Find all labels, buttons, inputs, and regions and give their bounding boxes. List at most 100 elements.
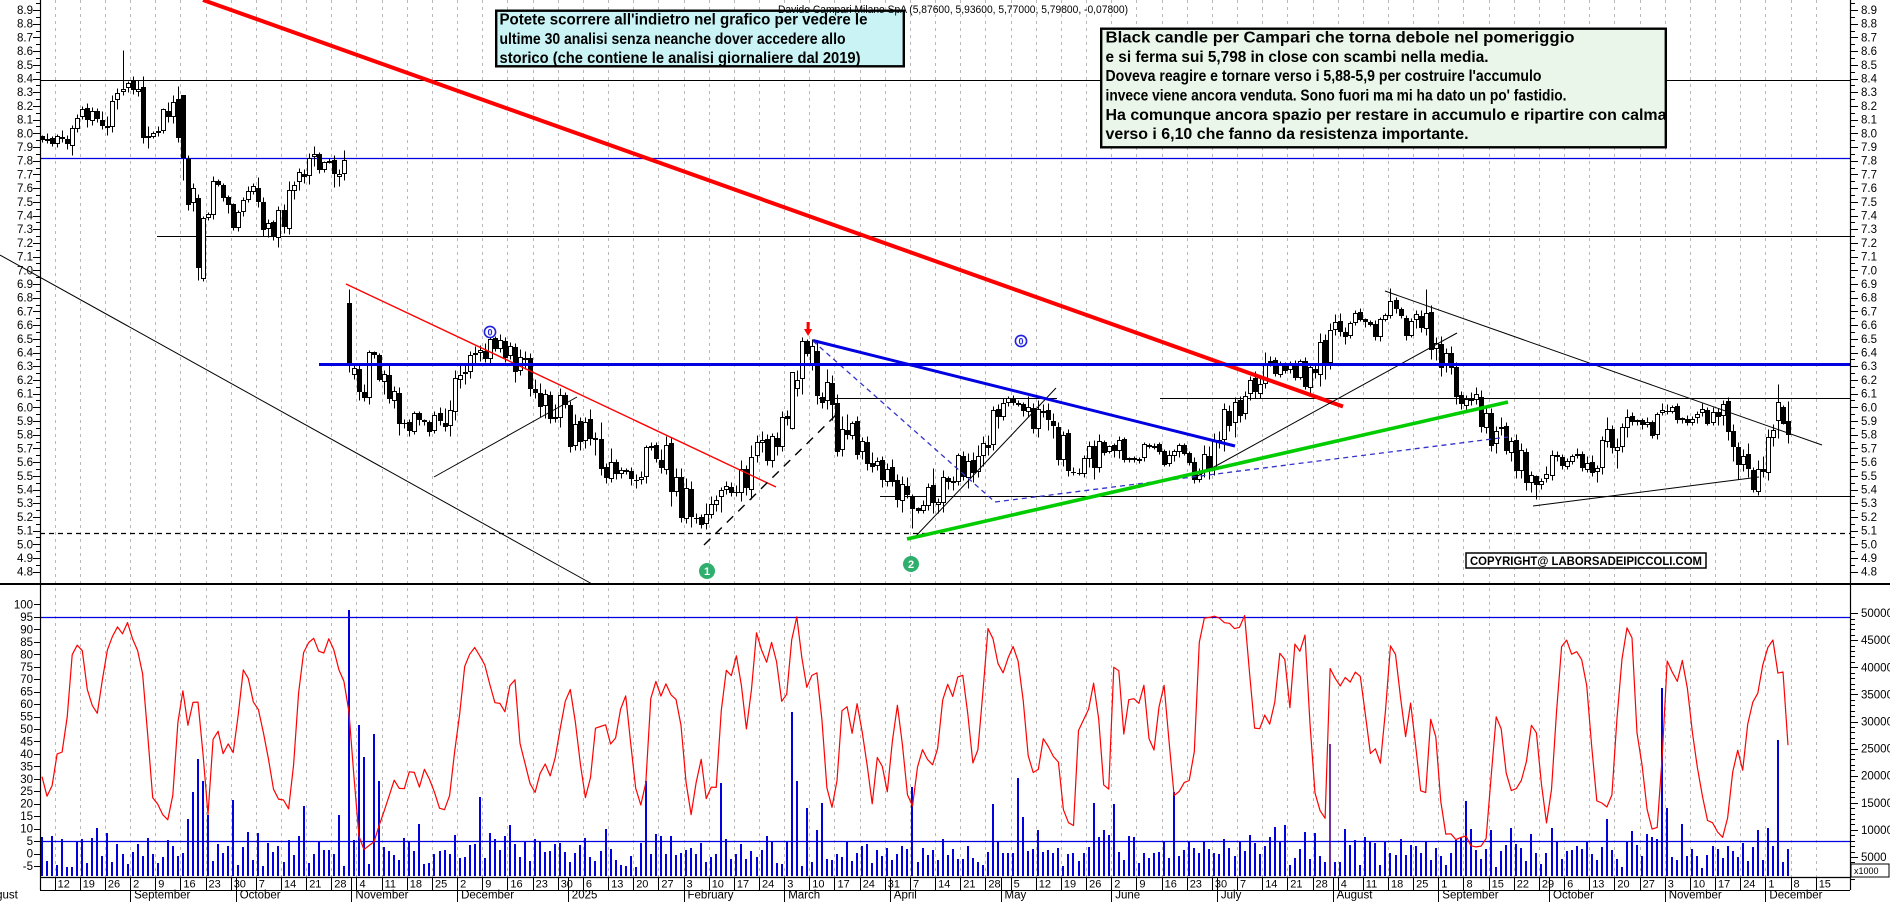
svg-text:6.7: 6.7 xyxy=(17,306,33,318)
svg-text:7.1: 7.1 xyxy=(17,252,33,264)
svg-text:7.2: 7.2 xyxy=(17,238,33,250)
svg-text:12: 12 xyxy=(58,879,70,891)
svg-text:19: 19 xyxy=(83,879,95,891)
svg-text:8.3: 8.3 xyxy=(17,87,33,99)
svg-text:7.3: 7.3 xyxy=(17,224,33,236)
svg-text:8: 8 xyxy=(1794,879,1800,891)
svg-text:7.8: 7.8 xyxy=(17,156,33,168)
svg-text:14: 14 xyxy=(1265,879,1277,891)
svg-text:15000: 15000 xyxy=(1861,798,1890,810)
svg-text:25000: 25000 xyxy=(1861,744,1890,756)
svg-text:8.1: 8.1 xyxy=(1861,115,1877,127)
svg-text:September: September xyxy=(1442,890,1498,902)
svg-text:24: 24 xyxy=(762,879,774,891)
svg-text:5.7: 5.7 xyxy=(17,443,33,455)
svg-text:x1000: x1000 xyxy=(1854,866,1879,876)
svg-text:7.7: 7.7 xyxy=(17,169,33,181)
svg-text:22: 22 xyxy=(1517,879,1529,891)
svg-text:45: 45 xyxy=(20,737,33,749)
svg-text:35000: 35000 xyxy=(1861,689,1890,701)
svg-text:5.0: 5.0 xyxy=(17,539,33,551)
svg-text:5.5: 5.5 xyxy=(1861,471,1877,483)
svg-text:9: 9 xyxy=(158,879,164,891)
svg-text:7.0: 7.0 xyxy=(17,265,33,277)
svg-text:8.4: 8.4 xyxy=(1861,74,1878,86)
svg-text:2: 2 xyxy=(908,559,914,571)
svg-text:26: 26 xyxy=(1089,879,1101,891)
svg-text:storico (che contiene le anali: storico (che contiene le analisi giornal… xyxy=(500,50,861,67)
svg-text:6.0: 6.0 xyxy=(1861,402,1877,414)
svg-text:8.5: 8.5 xyxy=(17,60,33,72)
svg-text:7: 7 xyxy=(913,879,919,891)
svg-text:0: 0 xyxy=(1018,337,1023,347)
svg-text:4.9: 4.9 xyxy=(1861,553,1877,565)
svg-text:February: February xyxy=(688,890,734,902)
svg-text:June: June xyxy=(1115,890,1140,902)
svg-text:15: 15 xyxy=(1492,879,1504,891)
svg-text:4: 4 xyxy=(360,879,366,891)
svg-text:invece viene ancora venduta. S: invece viene ancora venduta. Sono fuori … xyxy=(1106,88,1567,105)
svg-text:29: 29 xyxy=(1542,879,1554,891)
svg-text:20: 20 xyxy=(636,879,648,891)
svg-text:7.4: 7.4 xyxy=(1861,211,1878,223)
svg-text:75: 75 xyxy=(20,662,33,674)
svg-text:5.4: 5.4 xyxy=(1861,485,1878,497)
svg-text:4: 4 xyxy=(1341,879,1347,891)
svg-text:9: 9 xyxy=(1139,879,1145,891)
svg-text:4.8: 4.8 xyxy=(1861,567,1877,579)
svg-text:5.8: 5.8 xyxy=(1861,430,1877,442)
svg-text:8.5: 8.5 xyxy=(1861,60,1877,72)
svg-text:13: 13 xyxy=(1592,879,1604,891)
svg-text:5: 5 xyxy=(27,836,33,848)
svg-text:95: 95 xyxy=(20,612,33,624)
svg-text:16: 16 xyxy=(1165,879,1177,891)
svg-text:8.0: 8.0 xyxy=(1861,128,1877,140)
svg-text:1: 1 xyxy=(704,566,710,578)
svg-text:8.7: 8.7 xyxy=(17,32,33,44)
svg-text:17: 17 xyxy=(838,879,850,891)
svg-text:20: 20 xyxy=(20,799,33,811)
svg-text:14: 14 xyxy=(284,879,296,891)
svg-text:7.7: 7.7 xyxy=(1861,169,1877,181)
svg-text:21: 21 xyxy=(963,879,975,891)
svg-text:90: 90 xyxy=(20,624,33,636)
svg-text:80: 80 xyxy=(20,649,33,661)
svg-text:6.8: 6.8 xyxy=(1861,293,1877,305)
svg-text:10: 10 xyxy=(712,879,724,891)
svg-text:6.6: 6.6 xyxy=(1861,320,1877,332)
svg-text:5.1: 5.1 xyxy=(1861,526,1877,538)
svg-text:-5: -5 xyxy=(23,861,33,873)
svg-text:10: 10 xyxy=(20,824,33,836)
svg-text:21: 21 xyxy=(309,879,321,891)
svg-text:September: September xyxy=(134,890,190,902)
svg-text:7.5: 7.5 xyxy=(1861,197,1877,209)
svg-text:8.8: 8.8 xyxy=(17,19,33,31)
svg-text:6.3: 6.3 xyxy=(17,361,33,373)
svg-text:5.2: 5.2 xyxy=(1861,512,1877,524)
svg-text:1: 1 xyxy=(1441,879,1447,891)
svg-text:55: 55 xyxy=(20,712,33,724)
svg-text:5.8: 5.8 xyxy=(17,430,33,442)
svg-text:e si ferma sui 5,798 in close: e si ferma sui 5,798 in close con scambi… xyxy=(1106,49,1489,66)
svg-text:5.3: 5.3 xyxy=(1861,498,1877,510)
svg-text:3: 3 xyxy=(687,879,693,891)
svg-text:100: 100 xyxy=(14,600,33,612)
svg-text:6.7: 6.7 xyxy=(1861,306,1877,318)
svg-text:5.9: 5.9 xyxy=(17,416,33,428)
svg-text:10: 10 xyxy=(1693,879,1705,891)
svg-text:5000: 5000 xyxy=(1861,852,1887,864)
svg-text:8.2: 8.2 xyxy=(1861,101,1877,113)
svg-text:6.8: 6.8 xyxy=(17,293,33,305)
svg-text:6.9: 6.9 xyxy=(1861,279,1877,291)
svg-text:3: 3 xyxy=(1668,879,1674,891)
svg-text:5.7: 5.7 xyxy=(1861,443,1877,455)
svg-text:7: 7 xyxy=(259,879,265,891)
svg-text:COPYRIGHT@ LABORSADEIPICCOLI.C: COPYRIGHT@ LABORSADEIPICCOLI.COM xyxy=(1470,556,1702,568)
svg-text:6.4: 6.4 xyxy=(1861,348,1878,360)
svg-text:12: 12 xyxy=(1039,879,1051,891)
svg-text:5.9: 5.9 xyxy=(1861,416,1877,428)
svg-text:October: October xyxy=(240,890,281,902)
svg-text:December: December xyxy=(461,890,514,902)
svg-text:April: April xyxy=(894,890,917,902)
svg-text:7.4: 7.4 xyxy=(17,211,34,223)
